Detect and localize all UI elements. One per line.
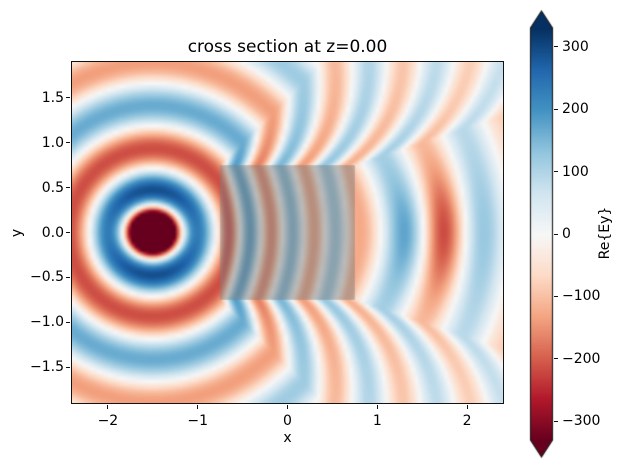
colorbar-tick-label: 0 [562,226,571,242]
y-tick-mark [66,187,70,189]
axes-frame [71,61,504,404]
colorbar-tick-mark [554,46,558,48]
x-tick-label: 0 [283,413,292,429]
colorbar-tick-mark [554,108,558,110]
colorbar-tick-mark [554,358,558,360]
colorbar-tick-label: −100 [562,288,601,305]
colorbar-tick-label: −200 [562,350,601,367]
y-tick-label: 0.0 [41,224,64,241]
y-tick-mark [66,97,70,99]
colorbar-tick-label: −300 [562,413,601,430]
x-tick-mark [197,405,199,409]
x-tick-mark [107,405,109,409]
colorbar-tick-label: 200 [562,101,589,118]
y-tick-label: 1.5 [41,89,64,106]
heatmap-canvas [72,62,503,403]
colorbar [529,9,554,459]
y-tick-label: −1.5 [30,359,64,376]
y-tick-mark [66,366,70,368]
y-tick-label: −0.5 [30,269,64,286]
x-tick-label: 1 [372,413,382,429]
x-tick-label: −1 [187,413,209,429]
x-tick-mark [376,405,378,409]
colorbar-tick-label: 300 [562,38,589,55]
y-tick-label: 0.5 [41,179,64,196]
x-tick-mark [287,405,288,409]
y-tick-label: −1.0 [30,314,64,331]
colorbar-tick-label: 100 [562,163,589,180]
y-tick-mark [66,276,70,278]
y-tick-mark [66,321,70,323]
y-tick-label: 1.0 [41,134,64,151]
x-axis-label: x [283,430,292,446]
colorbar-tick-mark [554,420,558,422]
y-tick-mark [66,232,70,233]
colorbar-tick-mark [554,171,558,173]
x-tick-label: −2 [97,413,119,429]
x-tick-label: 2 [462,413,472,429]
y-tick-mark [66,142,70,144]
colorbar-tick-mark [554,233,558,235]
plot-title: cross section at z=0.00 [187,37,388,57]
x-tick-mark [466,405,468,409]
colorbar-tick-mark [554,295,558,297]
